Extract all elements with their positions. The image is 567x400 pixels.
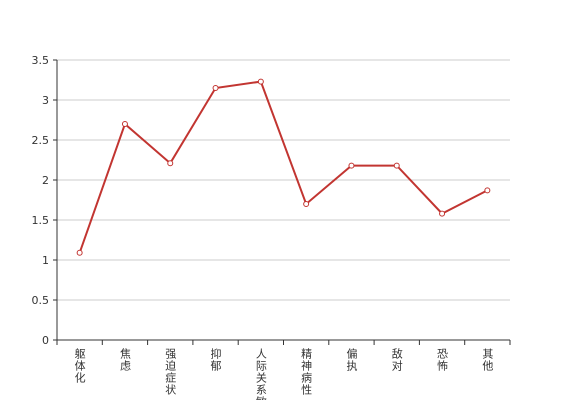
x-tick-label: 人际关系敏感 xyxy=(254,348,267,400)
y-tick-label: 1.5 xyxy=(32,214,50,227)
x-tick-label: 焦虑 xyxy=(118,348,131,372)
point xyxy=(212,85,219,91)
point xyxy=(76,249,83,256)
point xyxy=(303,201,310,207)
point xyxy=(167,160,174,167)
y-tick-label: 3 xyxy=(42,94,49,107)
x-tick-label: 抑郁 xyxy=(209,347,222,372)
y-tick-label: 2 xyxy=(42,174,49,187)
x-tick-label: 强迫症状 xyxy=(164,348,177,396)
point xyxy=(257,78,264,85)
point xyxy=(121,121,128,127)
point xyxy=(484,187,491,194)
x-tick-label: 精神病性 xyxy=(300,348,313,396)
y-tick-label: 0 xyxy=(42,334,49,347)
point xyxy=(439,210,446,217)
point xyxy=(348,162,355,169)
y-tick-label: 0.5 xyxy=(32,294,50,307)
y-tick-label: 2.5 xyxy=(32,134,50,147)
point xyxy=(393,162,400,169)
line xyxy=(78,80,488,254)
x-tick-label: 其他 xyxy=(481,348,494,372)
y-tick-label: 1 xyxy=(42,254,49,267)
y-tick-label: 3.5 xyxy=(32,54,50,67)
x-tick-label: 偏执 xyxy=(345,347,358,372)
x-tick-label: 躯体化 xyxy=(73,348,86,384)
x-tick-label: 敌对 xyxy=(390,347,403,372)
x-tick-label: 恐怖 xyxy=(436,348,449,372)
